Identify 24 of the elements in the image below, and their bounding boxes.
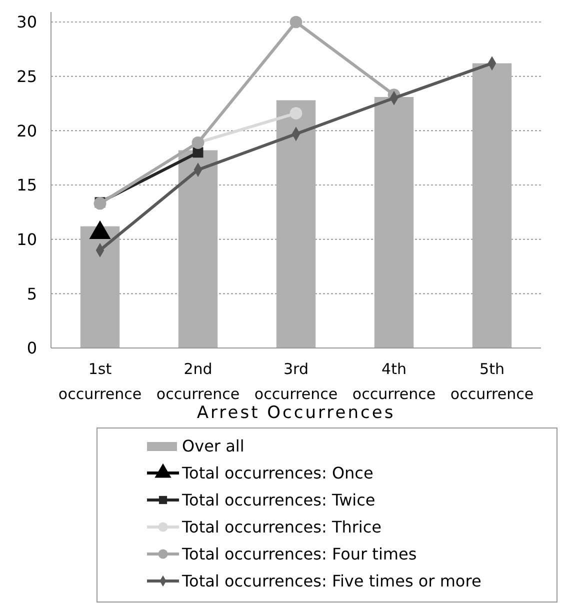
legend-label: Over all: [182, 436, 244, 456]
x-tick-label: 5th occurrence: [450, 360, 534, 403]
bar: [80, 226, 120, 348]
legend-label: Total occurrences: Five times or more: [181, 572, 482, 591]
bar: [276, 100, 316, 348]
x-tick-label: 3rd occurrence: [254, 360, 338, 403]
y-tick-label: 10: [16, 230, 37, 249]
y-tick-label: 20: [16, 121, 37, 140]
x-tick-label: 4th occurrence: [352, 360, 436, 403]
y-tick-label: 30: [16, 12, 37, 32]
y-tick-label: 15: [16, 176, 37, 195]
legend-label: Total occurrences: Thrice: [181, 518, 382, 537]
x-axis-title: Arrest Occurrences: [196, 403, 396, 423]
y-tick-label: 5: [26, 284, 37, 304]
x-tick-label: 1st occurrence: [58, 360, 142, 403]
legend-label: Total occurrences: Once: [181, 464, 374, 483]
bar: [472, 63, 512, 348]
point: [290, 16, 302, 28]
y-tick-label: 0: [26, 338, 37, 358]
y-tick-label: 25: [16, 66, 37, 86]
legend-label: Total occurrences: Twice: [181, 490, 376, 510]
point: [290, 107, 302, 120]
x-tick-label: 2nd occurrence: [156, 360, 240, 403]
legend-label: Total occurrences: Four times: [181, 544, 417, 564]
